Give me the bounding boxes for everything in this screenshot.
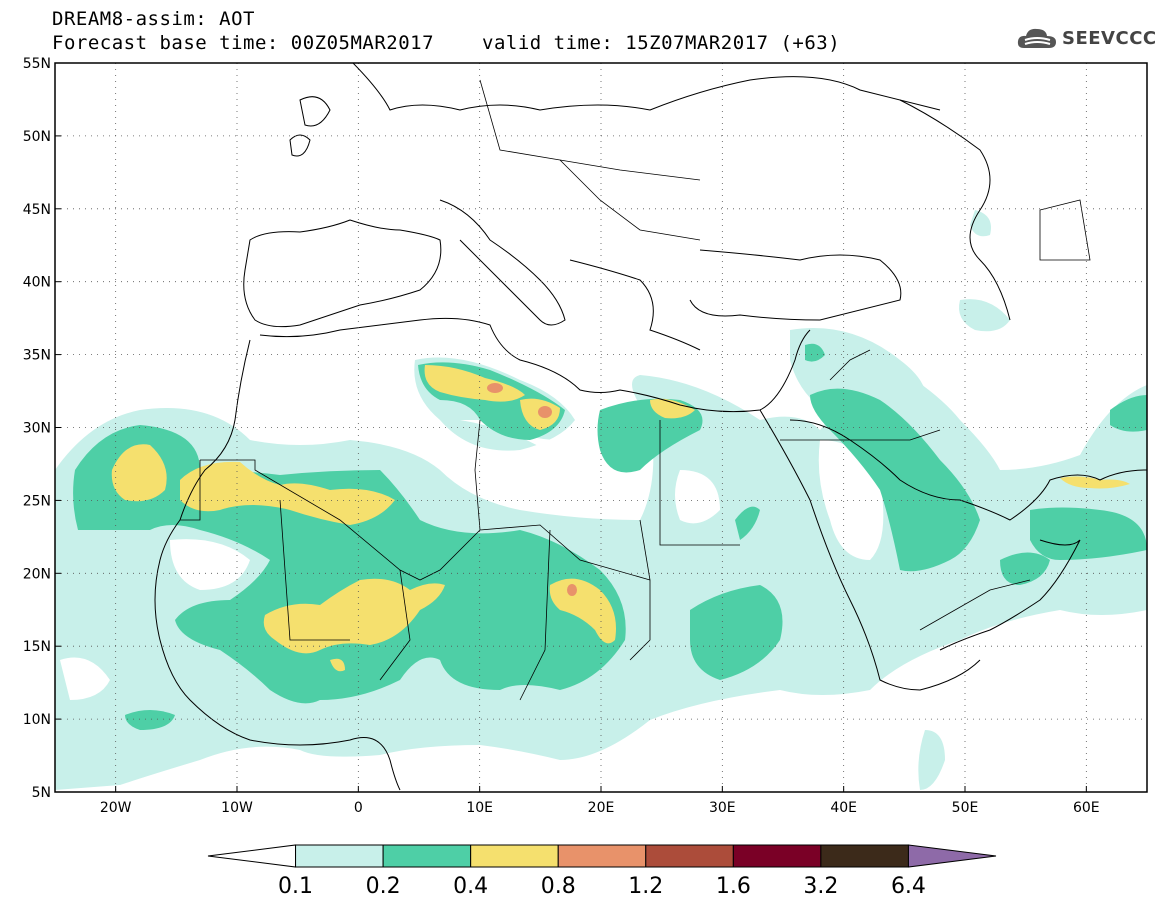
lat-tick-label: 10N — [23, 712, 51, 728]
seevccc-logo: SEEVCCC — [1016, 24, 1157, 52]
colorbar-label: 1.6 — [716, 874, 751, 899]
aot-level-0-4 — [111, 365, 1130, 672]
colorbar-label: 0.8 — [541, 874, 576, 899]
colorbar-high-arrow — [907, 844, 997, 868]
forecast-time-line: Forecast base time: 00Z05MAR2017 valid ti… — [52, 32, 840, 54]
lat-tick-label: 35N — [23, 348, 51, 364]
lon-tick-label: 40E — [830, 800, 857, 816]
lat-tick-label: 30N — [23, 421, 51, 437]
lat-tick-label: 45N — [23, 202, 51, 218]
colorbar-swatch — [645, 844, 734, 868]
lon-tick-label: 10E — [466, 800, 493, 816]
lat-tick-label: 25N — [23, 493, 51, 509]
lon-tick-label: 10W — [221, 800, 253, 816]
colorbar-label: 1.2 — [628, 874, 663, 899]
lon-tick-label: 50E — [952, 800, 979, 816]
logo-text: SEEVCCC — [1062, 27, 1157, 49]
colorbar-swatch — [820, 844, 909, 868]
lon-tick-label: 60E — [1073, 800, 1100, 816]
colorbar-label: 0.4 — [453, 874, 488, 899]
colorbar-low-arrow — [207, 844, 297, 868]
cloud-icon — [1017, 28, 1056, 48]
colorbar-swatch — [732, 844, 822, 868]
lat-tick-label: 20N — [23, 566, 51, 582]
colorbar-swatch — [557, 844, 647, 868]
longitude-labels: 20W 10W 0 10E 20E 30E 40E 50E 60E — [100, 786, 1100, 816]
colorbar-label: 6.4 — [891, 874, 926, 899]
colorbar-labels: 0.1 0.2 0.4 0.8 1.2 1.6 3.2 6.4 — [278, 874, 926, 899]
graticule — [55, 63, 1147, 792]
colorbar-label: 3.2 — [803, 874, 838, 899]
colorbar-label: 0.1 — [278, 874, 313, 899]
latitude-labels: 55N 50N 45N 40N 35N 30N 25N 20N 15N 10N 5N — [23, 56, 61, 801]
lon-tick-label: 20E — [588, 800, 615, 816]
colorbar — [207, 844, 997, 868]
map-title: DREAM8-assim: AOT — [52, 8, 255, 30]
lat-tick-label: 40N — [23, 275, 51, 291]
lat-tick-label: 50N — [23, 129, 51, 145]
lat-tick-label: 5N — [32, 785, 51, 801]
base-time-label: Forecast base time: 00Z05MAR2017 — [52, 32, 435, 54]
coastlines — [154, 63, 1147, 791]
colorbar-swatch — [382, 844, 472, 868]
lon-tick-label: 0 — [354, 800, 363, 816]
country-borders — [180, 79, 1091, 701]
aot-level-0-8 — [487, 383, 577, 596]
colorbar-label: 0.2 — [366, 874, 401, 899]
lon-tick-label: 20W — [100, 800, 132, 816]
colorbar-swatch — [295, 844, 384, 868]
colorbar-swatch — [470, 844, 559, 868]
valid-time-label: valid time: 15Z07MAR2017 (+63) — [482, 32, 841, 54]
lat-tick-label: 55N — [23, 56, 51, 72]
lat-tick-label: 15N — [23, 639, 51, 655]
lon-tick-label: 30E — [709, 800, 736, 816]
